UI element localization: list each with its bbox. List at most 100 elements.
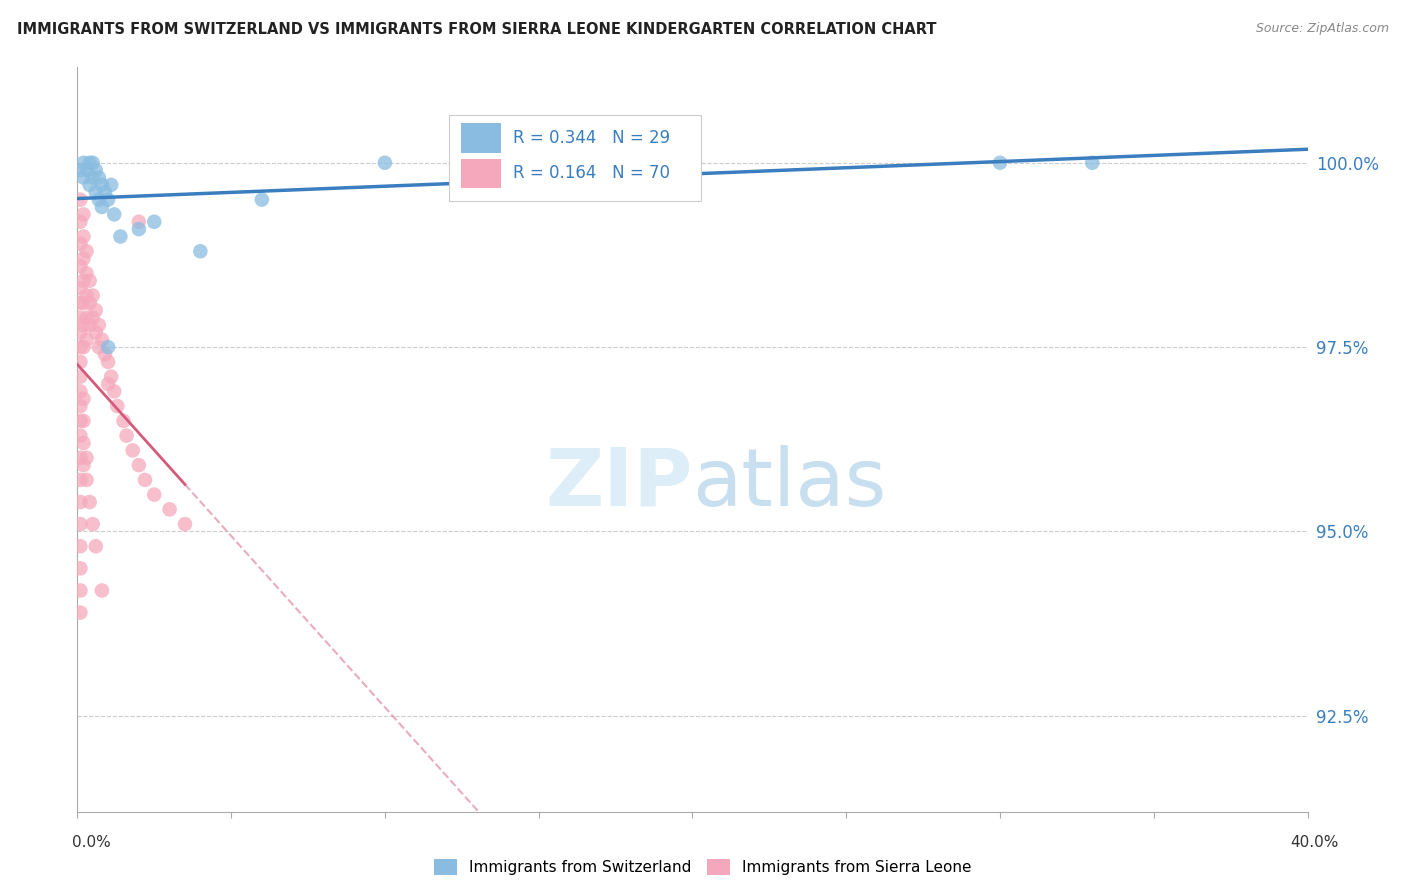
Point (76, 333, 98, 347)
Point (72, 296, 94, 310)
Point (84, 303, 107, 318)
Point (82, 155, 104, 169)
Point (76, 266, 98, 280)
Point (69, 473, 91, 487)
Point (82, 170, 104, 185)
Point (79, 274, 101, 288)
Point (72, 340, 94, 354)
Point (90, 178, 114, 192)
Point (69, 163, 91, 178)
Point (69, 236, 91, 251)
Point (374, 155, 396, 169)
Point (69, 583, 91, 598)
Point (84, 539, 107, 553)
Point (69, 414, 91, 428)
Point (69, 384, 91, 399)
Point (87, 340, 110, 354)
Text: 40.0%: 40.0% (1291, 836, 1339, 850)
Point (84, 326, 107, 340)
Point (134, 473, 156, 487)
Text: atlas: atlas (693, 445, 887, 523)
Point (72, 155, 94, 169)
Point (97, 193, 120, 207)
Point (105, 399, 128, 413)
Point (69, 561, 91, 575)
Point (79, 318, 101, 332)
Point (1081, 155, 1104, 169)
Point (87, 170, 110, 185)
Point (76, 288, 98, 302)
FancyBboxPatch shape (461, 159, 501, 188)
Point (84, 186, 107, 200)
Point (72, 318, 94, 332)
Point (69, 215, 91, 229)
Point (128, 215, 150, 229)
Point (87, 318, 110, 332)
Point (128, 222, 150, 236)
Point (188, 244, 212, 259)
Point (72, 414, 94, 428)
Point (69, 340, 91, 354)
Point (97, 355, 120, 369)
Point (174, 517, 197, 532)
Point (69, 296, 91, 310)
Point (69, 369, 91, 384)
Point (72, 392, 94, 406)
Point (988, 155, 1011, 169)
Point (82, 288, 104, 302)
Point (69, 606, 91, 620)
Point (115, 428, 138, 442)
Point (76, 473, 98, 487)
Point (69, 399, 91, 413)
Point (82, 517, 104, 532)
Point (103, 207, 125, 221)
Legend: Immigrants from Switzerland, Immigrants from Sierra Leone: Immigrants from Switzerland, Immigrants … (434, 860, 972, 875)
Point (82, 310, 104, 325)
Point (72, 458, 94, 472)
Point (69, 428, 91, 442)
Point (527, 155, 550, 169)
Point (72, 229, 94, 244)
Point (90, 333, 114, 347)
FancyBboxPatch shape (461, 123, 501, 153)
Point (110, 229, 132, 244)
Point (69, 355, 91, 369)
Point (69, 495, 91, 509)
Point (76, 163, 98, 178)
FancyBboxPatch shape (449, 115, 702, 201)
Point (103, 384, 125, 399)
Text: Source: ZipAtlas.com: Source: ZipAtlas.com (1256, 22, 1389, 36)
Point (159, 502, 181, 516)
Point (100, 178, 122, 192)
Point (69, 310, 91, 325)
Text: R = 0.164   N = 70: R = 0.164 N = 70 (513, 164, 669, 182)
Point (143, 488, 166, 502)
Point (94, 186, 117, 200)
Point (143, 215, 166, 229)
Point (94, 347, 117, 361)
Point (87, 193, 110, 207)
Point (69, 259, 91, 273)
Point (97, 376, 120, 391)
Point (69, 450, 91, 465)
Point (128, 458, 150, 472)
Point (112, 414, 135, 428)
Point (250, 193, 273, 207)
Point (79, 155, 101, 169)
Point (90, 583, 114, 598)
Point (76, 450, 98, 465)
Point (90, 200, 114, 214)
Text: R = 0.344   N = 29: R = 0.344 N = 29 (513, 128, 671, 146)
Point (69, 281, 91, 295)
Point (100, 369, 122, 384)
Point (72, 252, 94, 266)
Point (121, 443, 143, 458)
Text: 0.0%: 0.0% (72, 836, 111, 850)
Point (69, 326, 91, 340)
Point (682, 155, 704, 169)
Point (79, 296, 101, 310)
Point (72, 274, 94, 288)
Point (76, 310, 98, 325)
Point (72, 207, 94, 221)
Point (84, 163, 107, 178)
